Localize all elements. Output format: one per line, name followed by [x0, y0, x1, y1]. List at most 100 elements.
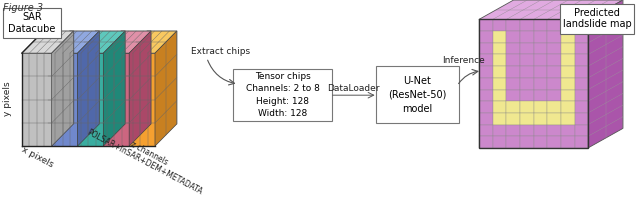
Polygon shape: [129, 31, 151, 146]
Polygon shape: [479, 78, 493, 90]
Polygon shape: [125, 31, 177, 53]
Polygon shape: [479, 66, 493, 78]
Polygon shape: [520, 101, 534, 113]
Polygon shape: [48, 53, 77, 146]
Polygon shape: [561, 43, 575, 55]
Polygon shape: [479, 31, 493, 43]
Text: y pixels: y pixels: [3, 82, 12, 116]
Polygon shape: [561, 125, 575, 136]
Polygon shape: [479, 113, 493, 125]
Polygon shape: [493, 101, 506, 113]
FancyBboxPatch shape: [376, 66, 459, 123]
Polygon shape: [547, 43, 561, 55]
Polygon shape: [575, 31, 588, 43]
Text: z channels
POLSAR+InSAR+DEM+METADATA: z channels POLSAR+InSAR+DEM+METADATA: [85, 119, 209, 197]
Polygon shape: [520, 90, 534, 101]
Polygon shape: [561, 113, 575, 125]
Polygon shape: [547, 125, 561, 136]
Polygon shape: [493, 90, 506, 101]
Polygon shape: [493, 125, 506, 136]
Polygon shape: [479, 55, 493, 66]
Polygon shape: [479, 125, 493, 136]
Polygon shape: [103, 31, 125, 146]
Polygon shape: [506, 101, 520, 113]
Polygon shape: [520, 136, 534, 148]
Polygon shape: [534, 66, 547, 78]
Polygon shape: [561, 90, 575, 101]
Polygon shape: [534, 136, 547, 148]
Polygon shape: [506, 136, 520, 148]
Polygon shape: [520, 31, 534, 43]
Polygon shape: [561, 55, 575, 66]
Polygon shape: [493, 20, 506, 31]
Polygon shape: [534, 55, 547, 66]
Polygon shape: [493, 43, 506, 55]
Polygon shape: [493, 31, 506, 43]
Polygon shape: [547, 55, 561, 66]
Text: SAR
Datacube: SAR Datacube: [8, 12, 56, 34]
Polygon shape: [520, 55, 534, 66]
Polygon shape: [493, 136, 506, 148]
Polygon shape: [547, 78, 561, 90]
Polygon shape: [125, 53, 155, 146]
Polygon shape: [575, 90, 588, 101]
Polygon shape: [520, 43, 534, 55]
Polygon shape: [534, 20, 547, 31]
Polygon shape: [520, 66, 534, 78]
Polygon shape: [506, 113, 520, 125]
Polygon shape: [52, 31, 74, 146]
Polygon shape: [561, 31, 575, 43]
Polygon shape: [493, 113, 506, 125]
Polygon shape: [547, 66, 561, 78]
Polygon shape: [493, 78, 506, 90]
Text: Extract chips: Extract chips: [191, 47, 250, 56]
Polygon shape: [506, 78, 520, 90]
Polygon shape: [74, 53, 103, 146]
Polygon shape: [561, 20, 575, 31]
Polygon shape: [506, 20, 520, 31]
Polygon shape: [534, 31, 547, 43]
Polygon shape: [534, 43, 547, 55]
Polygon shape: [575, 66, 588, 78]
Polygon shape: [479, 136, 493, 148]
Polygon shape: [547, 90, 561, 101]
Polygon shape: [534, 78, 547, 90]
Polygon shape: [77, 31, 99, 146]
FancyBboxPatch shape: [3, 8, 61, 38]
Polygon shape: [575, 55, 588, 66]
Polygon shape: [575, 101, 588, 113]
Polygon shape: [534, 101, 547, 113]
Polygon shape: [520, 20, 534, 31]
Polygon shape: [22, 53, 52, 146]
Polygon shape: [479, 43, 493, 55]
Polygon shape: [506, 43, 520, 55]
Polygon shape: [547, 31, 561, 43]
Polygon shape: [547, 136, 561, 148]
Polygon shape: [534, 125, 547, 136]
Polygon shape: [534, 113, 547, 125]
Polygon shape: [506, 55, 520, 66]
Polygon shape: [547, 101, 561, 113]
Polygon shape: [479, 20, 493, 31]
Polygon shape: [506, 31, 520, 43]
Polygon shape: [520, 125, 534, 136]
Polygon shape: [99, 53, 129, 146]
Polygon shape: [575, 125, 588, 136]
Polygon shape: [561, 101, 575, 113]
Polygon shape: [479, 101, 493, 113]
Polygon shape: [520, 78, 534, 90]
Polygon shape: [520, 113, 534, 125]
Polygon shape: [575, 20, 588, 31]
Polygon shape: [48, 31, 99, 53]
Polygon shape: [547, 113, 561, 125]
Polygon shape: [534, 90, 547, 101]
Polygon shape: [479, 90, 493, 101]
Polygon shape: [506, 66, 520, 78]
Polygon shape: [22, 31, 74, 53]
Polygon shape: [155, 31, 177, 146]
Polygon shape: [493, 66, 506, 78]
Text: Predicted
landslide map: Predicted landslide map: [563, 8, 632, 29]
Polygon shape: [588, 0, 623, 148]
Polygon shape: [547, 20, 561, 31]
FancyBboxPatch shape: [234, 69, 332, 121]
